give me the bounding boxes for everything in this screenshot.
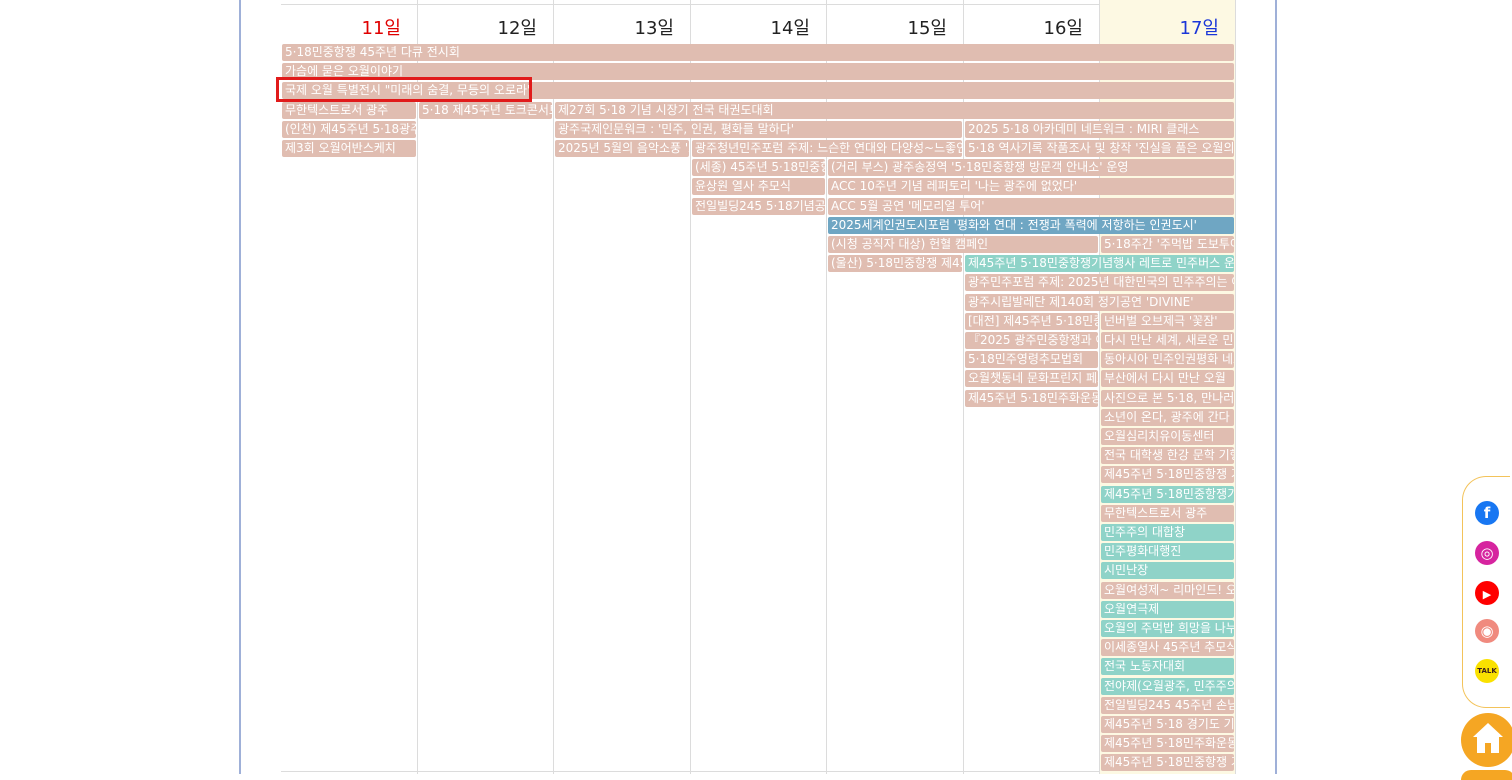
calendar-event[interactable]: 넌버벌 오브제극 '꽃잠' [1101, 313, 1234, 330]
calendar-event[interactable]: 무한텍스트로서 광주 [282, 102, 416, 119]
calendar-event[interactable]: 민주평화대행진 [1101, 543, 1234, 560]
calendar-event[interactable]: 5·18 제45주년 토크콘서트 [419, 102, 552, 119]
calendar-event[interactable]: 민주주의 대합창 [1101, 524, 1234, 541]
calendar-event[interactable]: 광주민주포럼 주제: 2025년 대한민국의 민주주의는 어디로 [965, 274, 1234, 291]
calendar-event[interactable]: [대전] 제45주년 5·18민중항쟁 [965, 313, 1098, 330]
calendar-event[interactable]: 부산에서 다시 만난 오월 [1101, 370, 1234, 387]
day-number[interactable]: 11일 [361, 18, 401, 39]
day-column: 16일 [964, 0, 1100, 774]
day-column: 14일 [691, 0, 827, 774]
calendar-event[interactable]: (거리 부스) 광주송정역 '5·18민중항쟁 방문객 안내소' 운영 [828, 159, 1234, 176]
calendar-event[interactable]: 제27회 5·18 기념 시장기 전국 태권도대회 [555, 102, 1234, 119]
band-icon[interactable]: ◉ [1475, 619, 1499, 643]
calendar-event[interactable]: 2025년 5월의 음악소풍 '오월' [555, 140, 689, 157]
day-column: 11일 [281, 0, 418, 774]
calendar-event[interactable]: (울산) 5·18민중항쟁 제45주년 [828, 255, 962, 272]
calendar-event[interactable]: 오월챗동네 문화프린지 페스티벌 [965, 370, 1098, 387]
calendar-event[interactable]: 전일빌딩245 45주년 손님맞이 [1101, 697, 1234, 714]
calendar-event[interactable]: 제45주년 5·18민중항쟁기념행사 레트로 민주버스 운행 [965, 255, 1234, 272]
day-number[interactable]: 13일 [634, 18, 674, 39]
scroll-top-button[interactable] [1461, 770, 1512, 780]
calendar-event[interactable]: 동아시아 민주인권평화 네트워크 [1101, 351, 1234, 368]
calendar-event[interactable]: (인천) 제45주년 5·18광주민주화운동 [282, 121, 416, 138]
calendar-event[interactable]: 윤상원 열사 추모식 [692, 178, 825, 195]
calendar-event[interactable]: 5·18민주영령추모법회 [965, 351, 1098, 368]
calendar-event[interactable]: 오월의 주먹밥 희망을 나누다 [1101, 620, 1234, 637]
calendar-week: 11일 12일 13일 14일 15일 16일 17일 5·18민중항쟁 45주년 다큐 전… [281, 0, 1236, 774]
week-bottom-border [281, 771, 1236, 772]
instagram-icon[interactable]: ◎ [1475, 541, 1499, 565]
calendar-event[interactable]: 이세종열사 45주년 추모식 [1101, 639, 1234, 656]
calendar-event[interactable]: 사진으로 본 5·18, 만나러 가는 길 [1101, 390, 1234, 407]
calendar-event[interactable]: 『2025 광주민중항쟁과 여성』 [965, 332, 1098, 349]
day-number[interactable]: 12일 [497, 18, 537, 39]
calendar-event[interactable]: 오월심리치유이동센터 [1101, 428, 1234, 445]
calendar-event[interactable]: 2025 5·18 아카데미 네트워크 : MIRI 클래스 [965, 121, 1234, 138]
week-top-border [281, 4, 1236, 5]
calendar-event[interactable]: 제45주년 5·18 경기도 기념식 [1101, 716, 1234, 733]
calendar-event[interactable]: 제45주년 5·18민중항쟁 기념 [1101, 754, 1234, 771]
calendar-event[interactable]: ACC 5월 공연 '메모리얼 투어' [828, 198, 1234, 215]
calendar-event[interactable]: 시민난장 [1101, 562, 1234, 579]
calendar-event[interactable]: 광주청년민주포럼 주제: 느슨한 연대와 다양성~느좋인 [692, 140, 962, 157]
day-number[interactable]: 15일 [907, 18, 947, 39]
calendar-event[interactable]: 제45주년 5·18민주화운동 [965, 390, 1098, 407]
home-icon-door [1485, 743, 1491, 753]
day-column: 12일 [418, 0, 554, 774]
day-number[interactable]: 17일 [1179, 18, 1219, 39]
facebook-icon[interactable]: f [1475, 501, 1499, 525]
calendar-frame [239, 0, 1277, 774]
calendar-event[interactable]: 제45주년 5·18민중항쟁 기념 [1101, 466, 1234, 483]
calendar-event[interactable]: 5·18 역사기록 작품조사 및 창작 '진실을 품은 오월의 시' [965, 140, 1234, 157]
youtube-icon[interactable]: ▶ [1475, 581, 1499, 605]
calendar-event[interactable]: 전일빌딩245 5·18기념공간 [692, 198, 825, 215]
calendar-event[interactable]: (세종) 45주년 5·18민중항쟁 [692, 159, 825, 176]
home-icon [1473, 723, 1503, 737]
day-column: 13일 [554, 0, 691, 774]
day-column: 15일 [827, 0, 964, 774]
calendar-event[interactable]: 무한텍스트로서 광주 [1101, 505, 1234, 522]
social-share-bar: f ◎ ▶ ◉ TALK [1462, 476, 1510, 708]
day-number[interactable]: 14일 [770, 18, 810, 39]
calendar-event[interactable]: 전야제(오월광주, 민주주의) [1101, 678, 1234, 695]
calendar-event[interactable]: ACC 10주년 기념 레퍼토리 '나는 광주에 없었다' [828, 178, 1234, 195]
kakaotalk-icon[interactable]: TALK [1475, 659, 1499, 683]
calendar-event[interactable]: 5·18주간 '주먹밥 도보투어' [1101, 236, 1234, 253]
calendar-event[interactable]: 제45주년 5·18민중항쟁기념 [1101, 486, 1234, 503]
calendar-event[interactable]: 소년이 온다, 광주에 간다 [1101, 409, 1234, 426]
calendar-event[interactable]: 다시 만난 세계, 새로운 민주 [1101, 332, 1234, 349]
calendar-event[interactable]: (시청 공직자 대상) 헌혈 캠페인 [828, 236, 1098, 253]
calendar-event[interactable]: 광주시립발레단 제140회 정기공연 'DIVINE' [965, 294, 1234, 311]
calendar-event[interactable]: 광주국제인문워크 : '민주, 인권, 평화를 말하다' [555, 121, 962, 138]
calendar-event[interactable]: 전국 노동자대회 [1101, 658, 1234, 675]
calendar-event[interactable]: 전국 대학생 한강 문학 기행 [1101, 447, 1234, 464]
calendar-event[interactable]: 오월연극제 [1101, 601, 1234, 618]
calendar-event[interactable]: 국제 오월 특별전시 "미래의 숨결, 무등의 오로라" [282, 82, 1234, 99]
calendar-event[interactable]: 제45주년 5·18민주화운동 기념 [1101, 735, 1234, 752]
calendar-event[interactable]: 5·18민중항쟁 45주년 다큐 전시회 [282, 44, 1234, 61]
calendar-event[interactable]: 오월여성제~ 리마인드! 오월 [1101, 582, 1234, 599]
calendar-event[interactable]: 제3회 오월어반스케치 [282, 140, 416, 157]
calendar-event[interactable]: 2025세계인권도시포럼 '평화와 연대 : 전쟁과 폭력에 저항하는 인권도시… [828, 217, 1234, 234]
home-button[interactable] [1461, 713, 1512, 767]
calendar-event[interactable]: 가슴에 묻은 오월이야기 [282, 63, 1234, 80]
day-number[interactable]: 16일 [1043, 18, 1083, 39]
